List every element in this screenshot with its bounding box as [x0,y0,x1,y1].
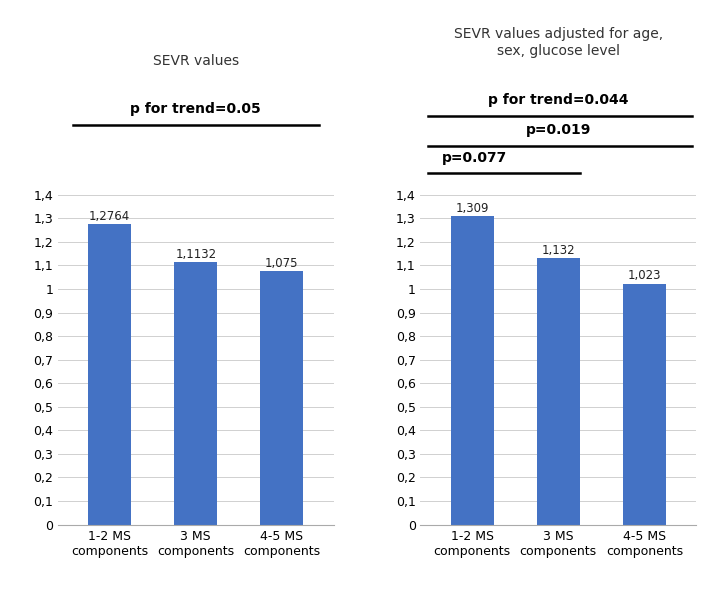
Text: 1,023: 1,023 [628,270,661,282]
Text: 1,075: 1,075 [265,257,299,270]
Text: 1,1132: 1,1132 [175,248,216,261]
Bar [623,284,666,525]
Text: p for trend=0.05: p for trend=0.05 [130,102,261,116]
Bar [536,258,580,525]
Bar [451,216,494,525]
Bar [88,224,131,525]
Text: 1,132: 1,132 [542,244,575,257]
Text: p for trend=0.044: p for trend=0.044 [488,93,629,107]
Text: p=0.077: p=0.077 [442,151,508,165]
Text: 1,2764: 1,2764 [89,210,130,223]
Bar [260,271,303,525]
Text: 1,309: 1,309 [455,202,489,215]
Text: SEVR values: SEVR values [153,54,239,68]
Text: p=0.019: p=0.019 [526,123,591,137]
Text: SEVR values adjusted for age,
sex, glucose level: SEVR values adjusted for age, sex, gluco… [454,27,663,58]
Bar [174,262,218,525]
